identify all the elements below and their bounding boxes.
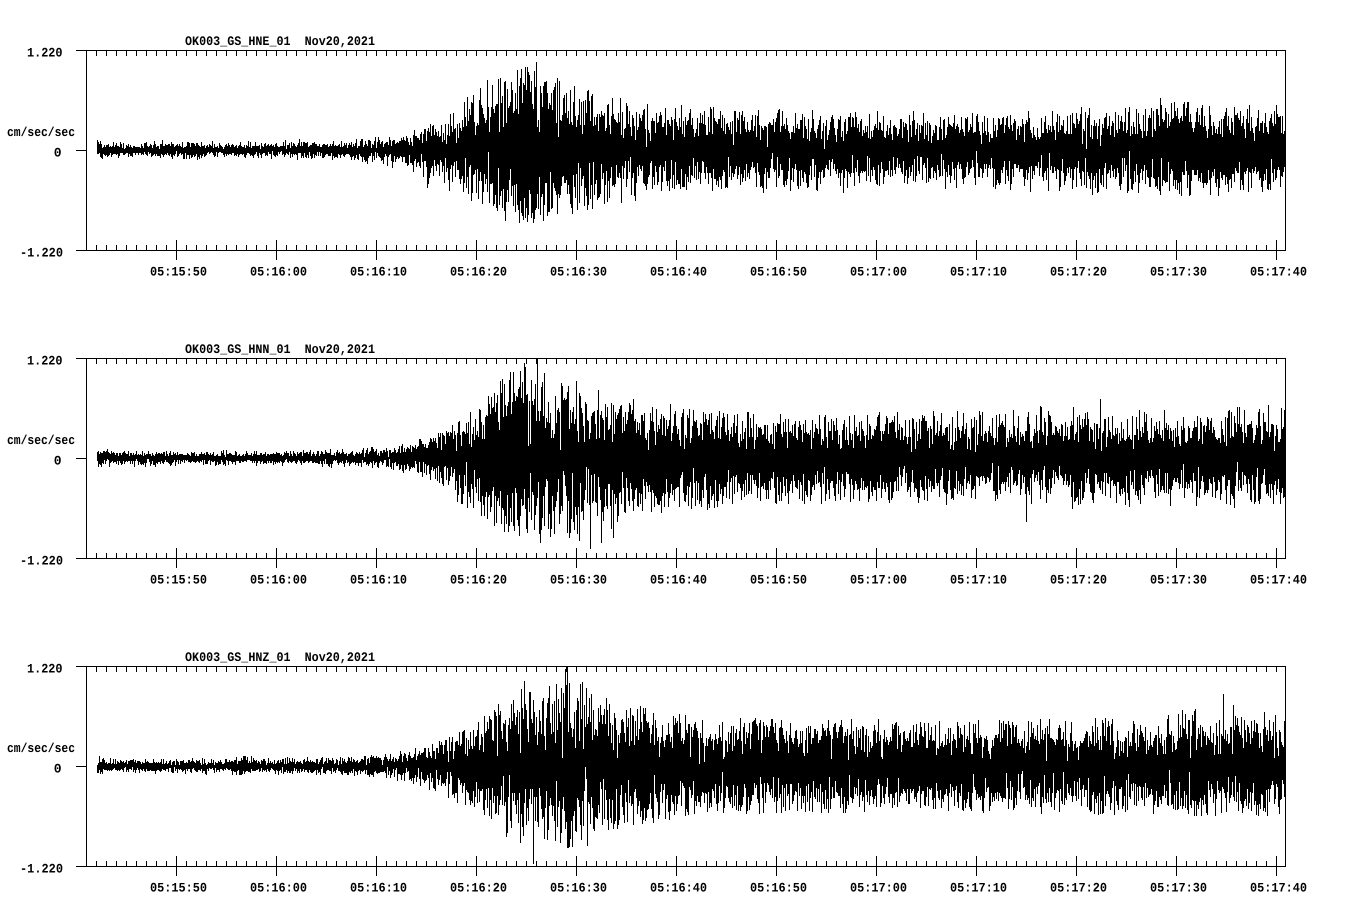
svg-text:05:17:10: 05:17:10 (950, 881, 1007, 896)
svg-text:05:16:20: 05:16:20 (450, 881, 507, 896)
svg-text:OK003_GS_HNZ_01 Nov20,2021: OK003_GS_HNZ_01 Nov20,2021 (185, 650, 375, 665)
svg-text:05:16:40: 05:16:40 (650, 265, 707, 280)
svg-text:05:17:40: 05:17:40 (1250, 573, 1307, 588)
svg-text:05:17:20: 05:17:20 (1050, 265, 1107, 280)
svg-text:05:16:30: 05:16:30 (550, 573, 607, 588)
svg-text:0: 0 (54, 454, 62, 469)
svg-text:05:17:30: 05:17:30 (1150, 881, 1207, 896)
svg-text:0: 0 (54, 762, 62, 777)
svg-text:05:16:50: 05:16:50 (750, 265, 807, 280)
svg-text:05:16:10: 05:16:10 (350, 265, 407, 280)
svg-text:05:16:10: 05:16:10 (350, 573, 407, 588)
svg-text:cm/sec/sec: cm/sec/sec (7, 433, 75, 448)
svg-text:05:16:00: 05:16:00 (250, 573, 307, 588)
svg-text:-1.220: -1.220 (20, 554, 63, 569)
svg-text:05:17:20: 05:17:20 (1050, 573, 1107, 588)
svg-text:1.220: 1.220 (27, 662, 63, 677)
svg-text:05:16:20: 05:16:20 (450, 573, 507, 588)
svg-text:05:17:10: 05:17:10 (950, 265, 1007, 280)
svg-text:05:15:50: 05:15:50 (150, 573, 207, 588)
svg-text:05:17:40: 05:17:40 (1250, 265, 1307, 280)
svg-text:05:15:50: 05:15:50 (150, 881, 207, 896)
svg-text:05:16:50: 05:16:50 (750, 573, 807, 588)
svg-text:05:16:30: 05:16:30 (550, 265, 607, 280)
svg-text:-1.220: -1.220 (20, 246, 63, 261)
svg-text:05:17:20: 05:17:20 (1050, 881, 1107, 896)
svg-text:OK003_GS_HNN_01 Nov20,2021: OK003_GS_HNN_01 Nov20,2021 (185, 342, 375, 357)
svg-text:05:17:00: 05:17:00 (850, 265, 907, 280)
svg-text:05:16:40: 05:16:40 (650, 881, 707, 896)
svg-text:1.220: 1.220 (27, 46, 63, 61)
svg-text:cm/sec/sec: cm/sec/sec (7, 741, 75, 756)
svg-text:05:16:00: 05:16:00 (250, 881, 307, 896)
svg-text:05:17:00: 05:17:00 (850, 881, 907, 896)
svg-text:05:17:00: 05:17:00 (850, 573, 907, 588)
svg-text:05:16:50: 05:16:50 (750, 881, 807, 896)
svg-text:05:17:10: 05:17:10 (950, 573, 1007, 588)
svg-text:05:16:10: 05:16:10 (350, 881, 407, 896)
svg-text:0: 0 (54, 146, 62, 161)
svg-text:05:16:30: 05:16:30 (550, 881, 607, 896)
svg-text:05:17:30: 05:17:30 (1150, 573, 1207, 588)
svg-text:05:16:00: 05:16:00 (250, 265, 307, 280)
svg-text:05:15:50: 05:15:50 (150, 265, 207, 280)
svg-text:-1.220: -1.220 (20, 862, 63, 877)
svg-text:OK003_GS_HNE_01 Nov20,2021: OK003_GS_HNE_01 Nov20,2021 (185, 34, 375, 49)
svg-text:1.220: 1.220 (27, 354, 63, 369)
svg-text:05:17:40: 05:17:40 (1250, 881, 1307, 896)
svg-text:05:17:30: 05:17:30 (1150, 265, 1207, 280)
svg-text:cm/sec/sec: cm/sec/sec (7, 125, 75, 140)
svg-text:05:16:20: 05:16:20 (450, 265, 507, 280)
svg-text:05:16:40: 05:16:40 (650, 573, 707, 588)
